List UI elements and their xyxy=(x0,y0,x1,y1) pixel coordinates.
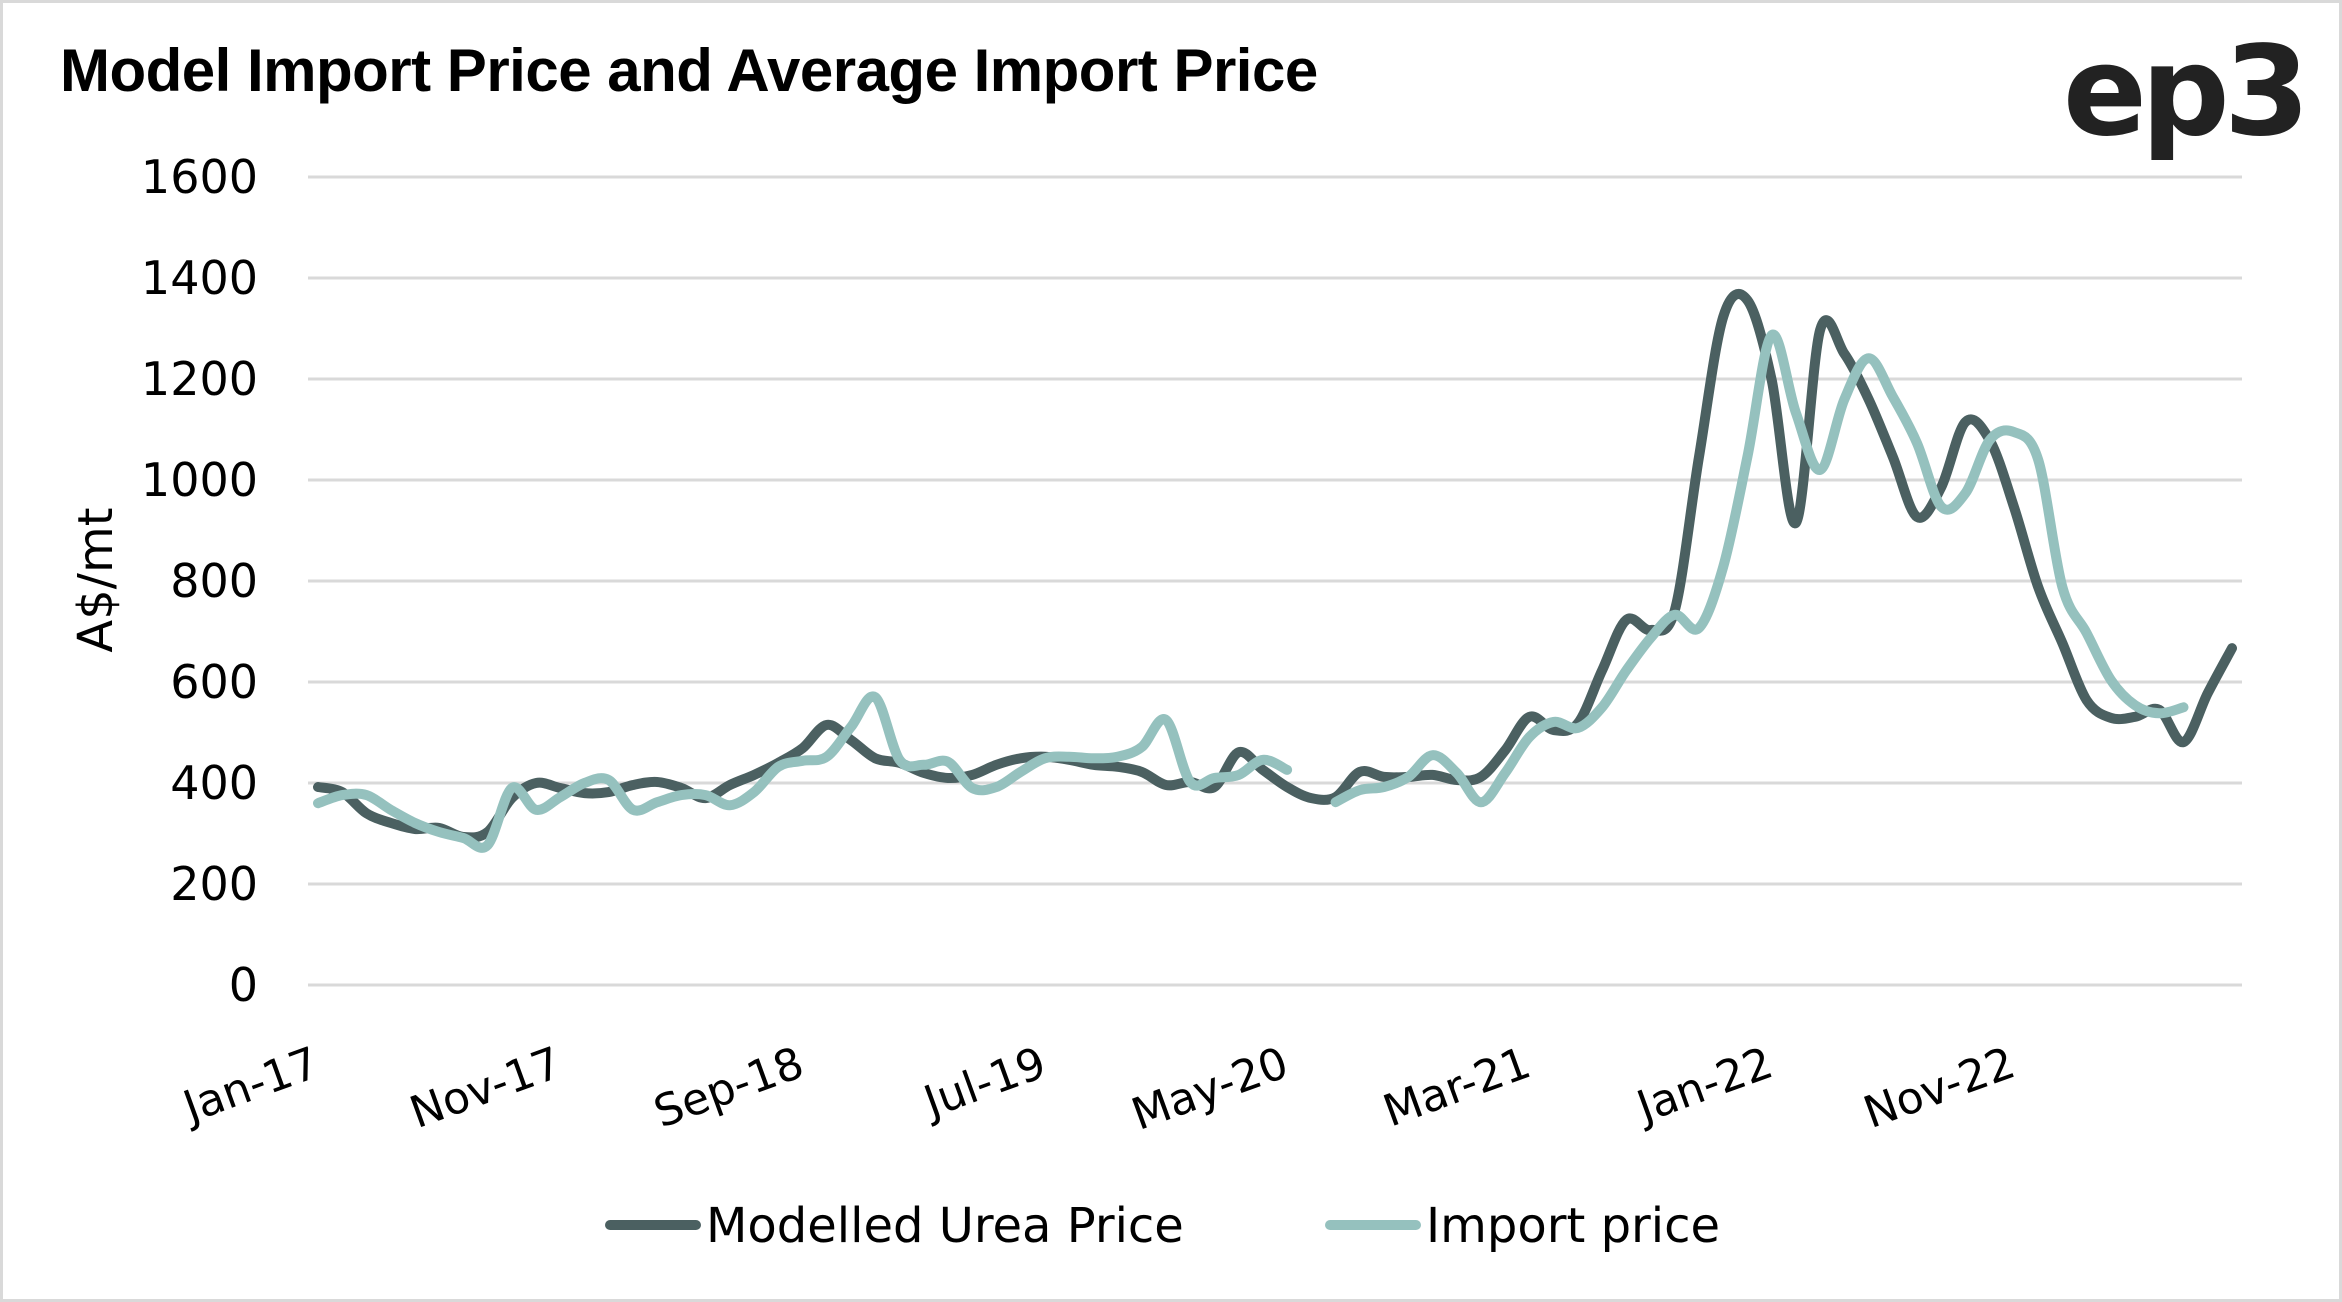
y-tick-label: 800 xyxy=(170,554,258,608)
ep3-logo: ep3 xyxy=(2062,20,2310,164)
x-tick-label: Nov-17 xyxy=(403,1037,568,1138)
series-line xyxy=(313,289,2237,843)
x-tick-label: Sep-18 xyxy=(647,1037,810,1138)
x-tick-label: May-20 xyxy=(1125,1037,1295,1140)
x-tick-label: Jan-17 xyxy=(174,1037,326,1134)
y-tick-label: 0 xyxy=(229,958,258,1012)
y-tick-label: 400 xyxy=(170,756,258,810)
x-tick-label: Nov-22 xyxy=(1857,1037,2022,1138)
legend: Modelled Urea Price Import price xyxy=(605,1198,1720,1254)
x-tick-label: Jul-19 xyxy=(915,1037,1053,1129)
y-tick-label: 1200 xyxy=(141,352,258,406)
series-modelled-urea-price xyxy=(313,289,2237,843)
y-tick-label: 200 xyxy=(170,857,258,911)
y-tick-label: 1400 xyxy=(141,251,258,305)
legend-item: Import price xyxy=(1325,1198,1720,1254)
series-line xyxy=(1330,329,2189,808)
legend-label: Import price xyxy=(1426,1198,1720,1254)
chart-title: Model Import Price and Average Import Pr… xyxy=(60,37,1318,104)
y-tick-label: 600 xyxy=(170,655,258,709)
gridlines xyxy=(308,175,2242,987)
legend-label: Modelled Urea Price xyxy=(706,1198,1184,1254)
y-tick-label: 1600 xyxy=(141,150,258,204)
series-lines xyxy=(313,289,2237,853)
x-tick-label: Jan-22 xyxy=(1628,1037,1780,1134)
y-axis-title: A$/mt xyxy=(68,507,124,652)
legend-item: Modelled Urea Price xyxy=(605,1198,1184,1254)
x-axis-ticks: Jan-17 Nov-17 Sep-18 Jul-19 May-20 Mar-21 Jan-… xyxy=(174,1037,2021,1140)
series-import-price xyxy=(313,329,2189,853)
x-tick-label: Mar-21 xyxy=(1377,1037,1537,1137)
y-tick-label: 1000 xyxy=(141,453,258,507)
y-axis-ticks: 0 200 400 600 800 1000 1200 1400 1600 xyxy=(141,150,258,1012)
